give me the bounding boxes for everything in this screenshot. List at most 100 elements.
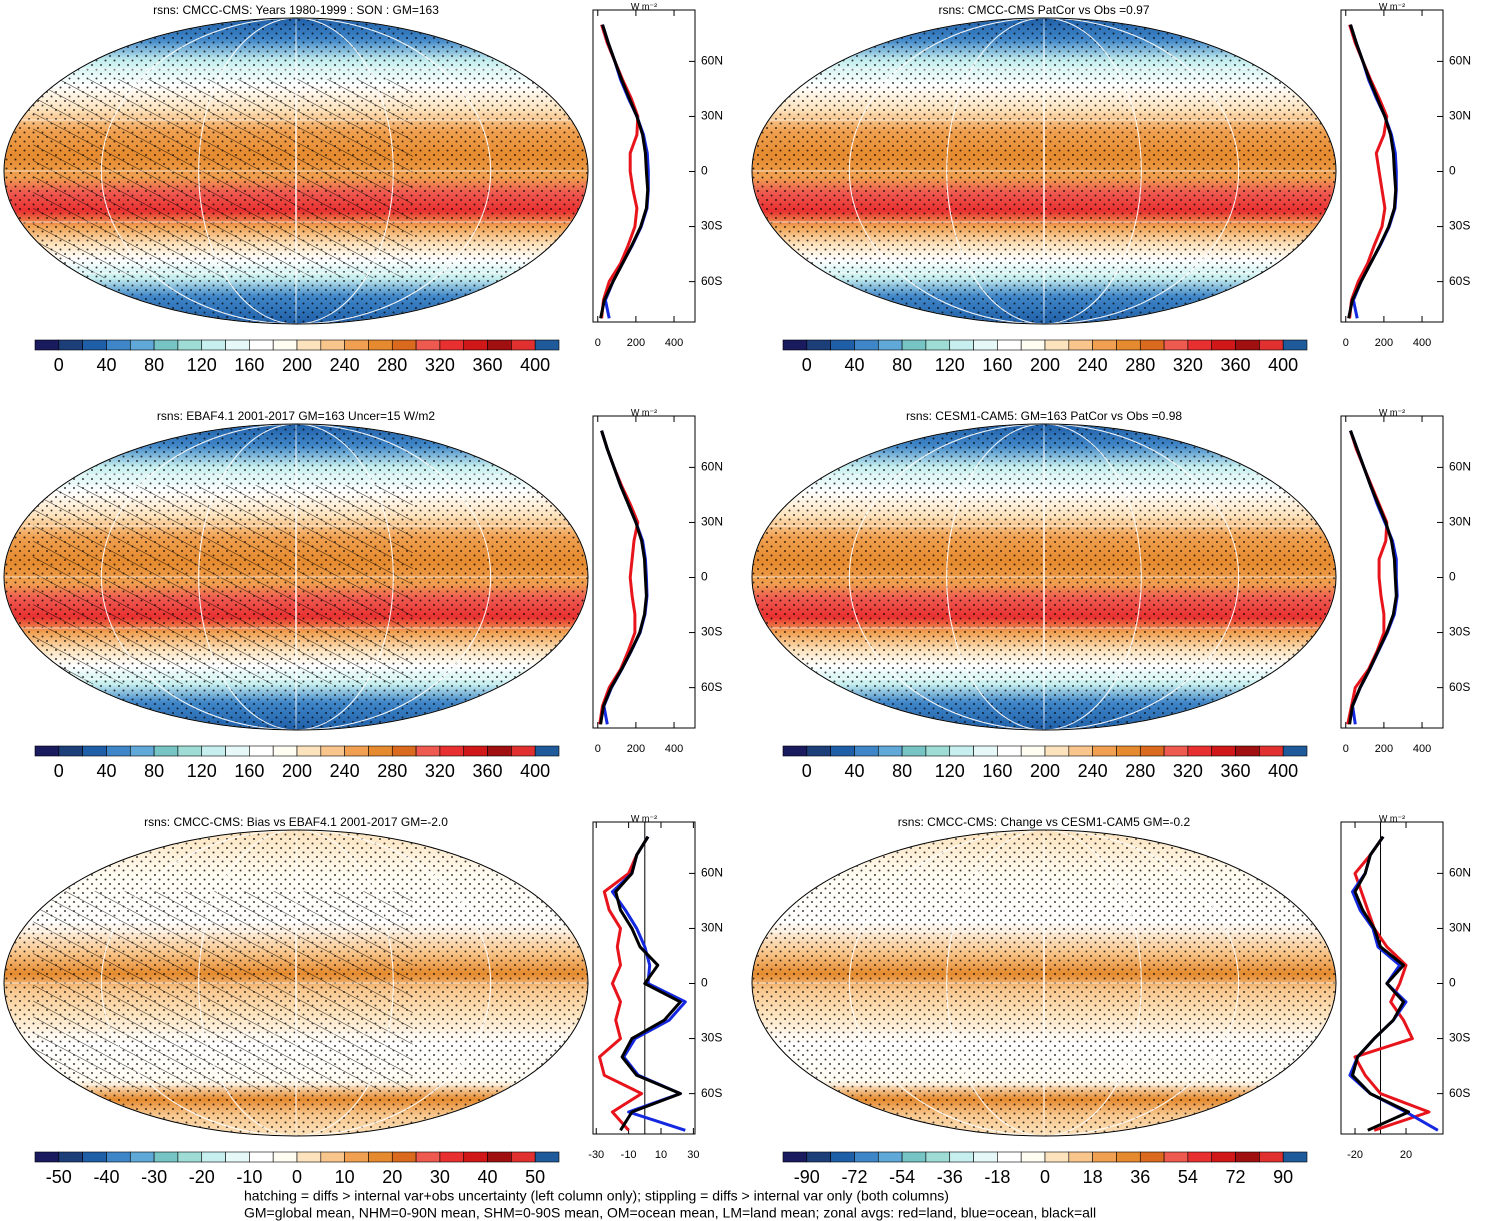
x-tick-label: 400 — [1413, 337, 1431, 349]
colorbar-label: 320 — [1173, 355, 1203, 375]
colorbar-box — [1139, 745, 1165, 757]
x-tick-label: -10 — [621, 1149, 637, 1161]
colorbar-label: 280 — [377, 355, 407, 375]
map-border — [751, 829, 1337, 1137]
graticule — [1043, 424, 1045, 730]
colorbar-box — [1139, 1151, 1165, 1163]
colorbar-label: 0 — [54, 355, 64, 375]
y-tick-label: 60S — [701, 1086, 722, 1100]
y-tick-label: 0 — [701, 570, 708, 584]
zonal-unit: W m⁻² — [1379, 813, 1405, 823]
colorbar-box — [877, 745, 903, 757]
colorbar-box — [129, 339, 155, 351]
graticule — [848, 424, 1240, 730]
colorbar-label: 160 — [982, 761, 1012, 781]
colorbar-box — [106, 745, 131, 757]
panel-title: rsns: CMCC-CMS: Years 1980-1999 : SON : … — [153, 3, 439, 17]
colorbar-label: 200 — [1030, 355, 1060, 375]
colorbar-label: 280 — [1125, 761, 1155, 781]
zonal-frame — [1340, 9, 1444, 323]
colorbar-box — [272, 1151, 298, 1163]
colorbar-box — [249, 745, 274, 757]
y-tick-label: 0 — [1449, 164, 1456, 178]
colorbar-box — [344, 339, 369, 351]
colorbar-box — [391, 1151, 417, 1163]
x-tick-label: -20 — [1347, 1149, 1363, 1161]
colorbar-label: 40 — [96, 761, 116, 781]
colorbar-box — [58, 1151, 83, 1163]
zonal-unit: W m⁻² — [1379, 1, 1405, 11]
y-tick-label: 30N — [1449, 515, 1471, 529]
zonal-line — [599, 430, 648, 725]
colorbar-box — [1116, 339, 1141, 351]
colorbar-label: 320 — [1173, 761, 1203, 781]
colorbar-label: -40 — [93, 1167, 119, 1187]
colorbar-box — [177, 745, 203, 757]
y-tick-label: 60N — [1449, 54, 1471, 68]
colorbar-label: 40 — [478, 1167, 498, 1187]
colorbar-box — [153, 745, 179, 757]
colorbar-box — [830, 745, 855, 757]
colorbar-box — [1235, 339, 1260, 351]
colorbar-box — [1187, 1151, 1213, 1163]
colorbar-box — [344, 745, 369, 757]
colorbar-box — [1044, 1151, 1070, 1163]
colorbar-box — [877, 339, 903, 351]
colorbar-label: 0 — [54, 761, 64, 781]
y-tick-label: 30S — [1449, 625, 1470, 639]
colorbar-box — [153, 1151, 179, 1163]
colorbar-box — [782, 1151, 808, 1163]
x-tick-label: 400 — [665, 337, 683, 349]
colorbar-box — [296, 1151, 322, 1163]
colorbar-box — [997, 745, 1022, 757]
colorbar-box — [177, 1151, 203, 1163]
colorbar-box — [439, 339, 465, 351]
colorbar-box — [463, 745, 488, 757]
colorbar-box — [949, 1151, 974, 1163]
zonal-line — [614, 835, 682, 1132]
colorbar-label: 40 — [844, 355, 864, 375]
colorbar-box — [1092, 339, 1117, 351]
zonal-unit: W m⁻² — [631, 813, 657, 823]
colorbar-box — [901, 339, 927, 351]
footer-note: hatching = diffs > internal var+obs unce… — [244, 1188, 949, 1204]
colorbar-label: 18 — [1083, 1167, 1103, 1187]
colorbar-box — [34, 339, 60, 351]
colorbar-box — [272, 339, 298, 351]
map — [752, 18, 1336, 324]
zonal-line — [1351, 835, 1411, 1132]
y-tick-label: 30N — [701, 515, 723, 529]
footer-note: GM=global mean, NHM=0-90N mean, SHM=0-90… — [244, 1205, 1096, 1221]
x-tick-label: -30 — [588, 1149, 604, 1161]
graticule — [198, 424, 394, 730]
colorbar-label: 200 — [1030, 761, 1060, 781]
colorbar-box — [1282, 339, 1308, 351]
colorbar-label: 10 — [335, 1167, 355, 1187]
colorbar-box — [534, 339, 560, 351]
colorbar-box — [487, 1151, 512, 1163]
colorbar-box — [1235, 745, 1260, 757]
y-tick-label: 60N — [1449, 460, 1471, 474]
graticule — [848, 18, 1240, 324]
graticule — [100, 18, 492, 324]
colorbar-label: 50 — [525, 1167, 545, 1187]
colorbar-label: 40 — [96, 355, 116, 375]
colorbar-label: 280 — [1125, 355, 1155, 375]
colorbar-box — [830, 339, 855, 351]
y-tick-label: 60N — [701, 54, 723, 68]
y-tick-label: 30S — [701, 219, 722, 233]
panel-title: rsns: EBAF4.1 2001-2017 GM=163 Uncer=15 … — [157, 409, 435, 423]
colorbar-box — [249, 1151, 274, 1163]
colorbar-box — [487, 339, 512, 351]
zonal-frame — [592, 9, 696, 323]
colorbar-box — [806, 1151, 831, 1163]
colorbar-label: 40 — [844, 761, 864, 781]
zonal-line — [599, 24, 650, 319]
y-tick-label: 30N — [1449, 921, 1471, 935]
colorbar-box — [997, 339, 1022, 351]
graticule — [295, 830, 297, 1136]
colorbar-label: 240 — [1078, 355, 1108, 375]
colorbar-label: 80 — [144, 761, 164, 781]
colorbar-label: -10 — [236, 1167, 262, 1187]
